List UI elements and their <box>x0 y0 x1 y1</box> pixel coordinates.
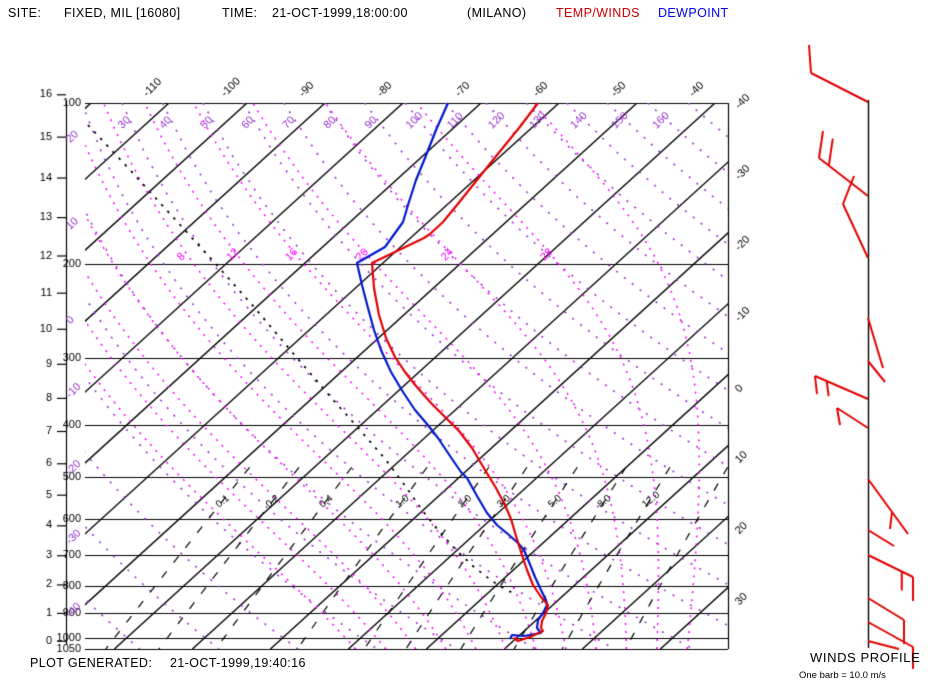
time-label: TIME: <box>222 6 258 20</box>
winds-barb-scale-note: One barb = 10.0 m/s <box>799 670 886 681</box>
legend-dewpoint: DEWPOINT <box>658 6 729 20</box>
winds-profile-title: WINDS PROFILE <box>810 650 921 665</box>
time-value: 21-OCT-1999,18:00:00 <box>272 6 408 20</box>
station-name: (MILANO) <box>467 6 527 20</box>
plot-generated-label: PLOT GENERATED: <box>30 656 153 670</box>
site-label: SITE: <box>8 6 42 20</box>
legend-temp-winds: TEMP/WINDS <box>556 6 640 20</box>
site-value: FIXED, MIL [16080] <box>64 6 181 20</box>
plot-generated-value: 21-OCT-1999,19:40:16 <box>170 656 306 670</box>
